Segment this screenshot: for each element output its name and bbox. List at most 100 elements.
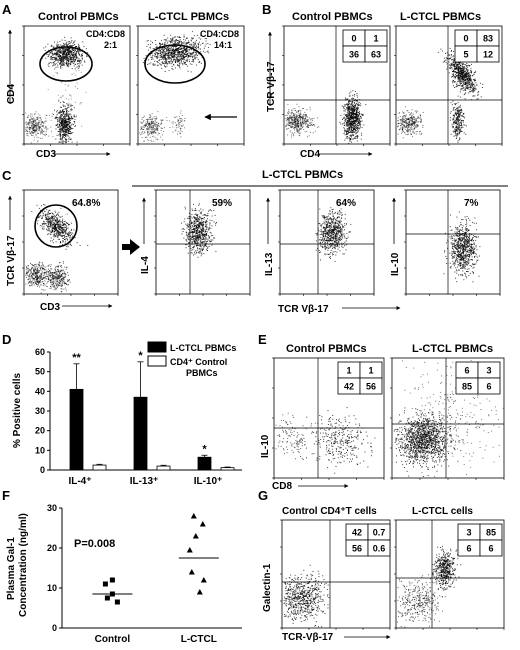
- significance-marker: **: [72, 352, 81, 364]
- panel-a-ratio-ctcl: 14:1: [214, 40, 232, 50]
- panel-g-quadrant-table-ctcl: 3 85 6 6: [458, 524, 502, 556]
- quadrant-value: 56: [352, 544, 362, 554]
- quadrant-value: 85: [486, 528, 496, 538]
- panel-c-gate-xlabel: CD3: [40, 302, 60, 313]
- panel-c: L-CTCL PBMCs 64.8% TCR Vβ-17 CD3 59% 64%: [6, 169, 508, 315]
- significance-marker: *: [138, 350, 143, 362]
- panel-c-xlabel: TCR Vβ-17: [278, 304, 329, 315]
- y-tick-label: 50: [35, 367, 45, 377]
- panel-b-quadrant-table-control: 0 1 36 63: [343, 30, 387, 62]
- panel-letter-f: F: [2, 488, 10, 503]
- x-category-label: IL-13⁺: [130, 476, 159, 487]
- panel-d-legend-ctcl: L-CTCL PBMCs: [170, 343, 236, 353]
- y-tick-label: 0: [40, 465, 45, 475]
- panel-c-plot-gate: 64.8%: [22, 190, 118, 296]
- panel-e-xlabel: CD8: [272, 481, 292, 492]
- quadrant-value: 3: [466, 528, 471, 538]
- data-point-triangle: [187, 547, 193, 553]
- quadrant-value: 1: [346, 366, 351, 376]
- panel-a-title-control: Control PBMCs: [38, 11, 119, 23]
- panel-a-plot-ctcl: CD4:CD8 14:1: [136, 26, 244, 146]
- panel-a-title-ctcl: L-CTCL PBMCs: [148, 11, 229, 23]
- y-tick-label: 30: [47, 503, 57, 513]
- panel-c-flow-arrow: [122, 239, 140, 255]
- panel-g-ylabel: Galectin-1: [262, 563, 273, 612]
- y-tick-label: 10: [35, 445, 45, 455]
- quadrant-value: 36: [349, 50, 359, 60]
- quadrant-value: 56: [366, 382, 376, 392]
- panel-letter-a: A: [2, 2, 12, 17]
- bar: [221, 468, 234, 470]
- panel-c-group-title: L-CTCL PBMCs: [262, 169, 343, 181]
- quadrant-value: 6: [488, 544, 493, 554]
- panel-e-ylabel: IL-10: [260, 434, 271, 458]
- data-point-triangle: [201, 577, 207, 583]
- bar: [70, 389, 83, 470]
- panel-a-plot-control: CD4:CD8 2:1: [22, 26, 130, 146]
- significance-marker: *: [202, 443, 207, 455]
- panel-g-xlabel: TCR-Vβ-17: [282, 632, 334, 643]
- y-tick-label: 60: [35, 347, 45, 357]
- x-category-label: L-CTCL: [181, 634, 217, 645]
- quadrant-value: 0.6: [373, 544, 386, 554]
- x-category-label: Control: [95, 634, 131, 645]
- quadrant-value: 85: [462, 382, 472, 392]
- quadrant-value: 6: [486, 382, 491, 392]
- panel-c-il4-percent: 59%: [212, 198, 232, 209]
- panel-c-il10-ylabel: IL-10: [390, 252, 401, 276]
- data-point-triangle: [189, 569, 195, 575]
- panel-a: Control PBMCs L-CTCL PBMCs CD4:CD8 2:1 C…: [6, 11, 244, 160]
- y-tick-label: 40: [35, 386, 45, 396]
- quadrant-value: 0.7: [373, 528, 386, 538]
- panel-f-chart: 0 10 20 30 Control L-CTCL: [47, 503, 242, 645]
- quadrant-value: 63: [371, 50, 381, 60]
- quadrant-value: 6: [464, 366, 469, 376]
- panel-b-xlabel: CD4: [300, 149, 320, 160]
- panel-letter-d: D: [2, 332, 11, 347]
- data-point-square: [103, 582, 108, 587]
- panel-g-title-control: Control CD4⁺T cells: [282, 506, 377, 517]
- quadrant-value: 0: [351, 34, 356, 44]
- panel-d-legend-control-line1: CD4⁺ Control: [170, 357, 227, 367]
- panel-c-gate-ylabel: TCR Vβ-17: [6, 235, 17, 286]
- panel-f-ylabel-line1: Plasma Gal-1: [6, 537, 17, 600]
- bar: [93, 465, 106, 470]
- panel-c-il13-percent: 64%: [336, 198, 356, 209]
- quadrant-value: 1: [368, 366, 373, 376]
- y-tick-label: 0: [52, 623, 57, 633]
- panel-c-il10-percent: 7%: [464, 198, 479, 209]
- y-tick-label: 30: [35, 406, 45, 416]
- data-point-triangle: [200, 521, 206, 527]
- panel-letter-g: G: [258, 488, 268, 503]
- quadrant-value: 83: [483, 34, 493, 44]
- panel-c-il13-ylabel: IL-13: [264, 252, 275, 276]
- panel-c-gate-percent: 64.8%: [72, 198, 100, 209]
- quadrant-value: 1: [373, 34, 378, 44]
- data-point-triangle: [191, 513, 197, 519]
- y-tick-label: 20: [35, 426, 45, 436]
- y-tick-label: 10: [47, 583, 57, 593]
- panel-letter-c: C: [2, 168, 12, 183]
- y-tick-label: 20: [47, 543, 57, 553]
- panel-letter-b: B: [262, 2, 271, 17]
- panel-c-il4-ylabel: IL-4: [140, 256, 151, 274]
- quadrant-value: 6: [466, 544, 471, 554]
- panel-d-ylabel: % Positive cells: [12, 373, 23, 448]
- panel-letter-e: E: [258, 332, 267, 347]
- panel-d-legend-swatch-control: [148, 356, 166, 366]
- panel-e-title-control: Control PBMCs: [286, 343, 367, 355]
- panel-c-plot-il13: 64%: [278, 190, 374, 296]
- panel-e-title-ctcl: L-CTCL PBMCs: [412, 343, 493, 355]
- panel-b-title-control: Control PBMCs: [292, 11, 373, 23]
- panel-a-ylabel: CD4: [6, 84, 17, 104]
- panel-b-title-ctcl: L-CTCL PBMCs: [400, 11, 481, 23]
- panel-d-legend-control-line2: PBMCs: [186, 368, 218, 378]
- data-point-square: [115, 600, 120, 605]
